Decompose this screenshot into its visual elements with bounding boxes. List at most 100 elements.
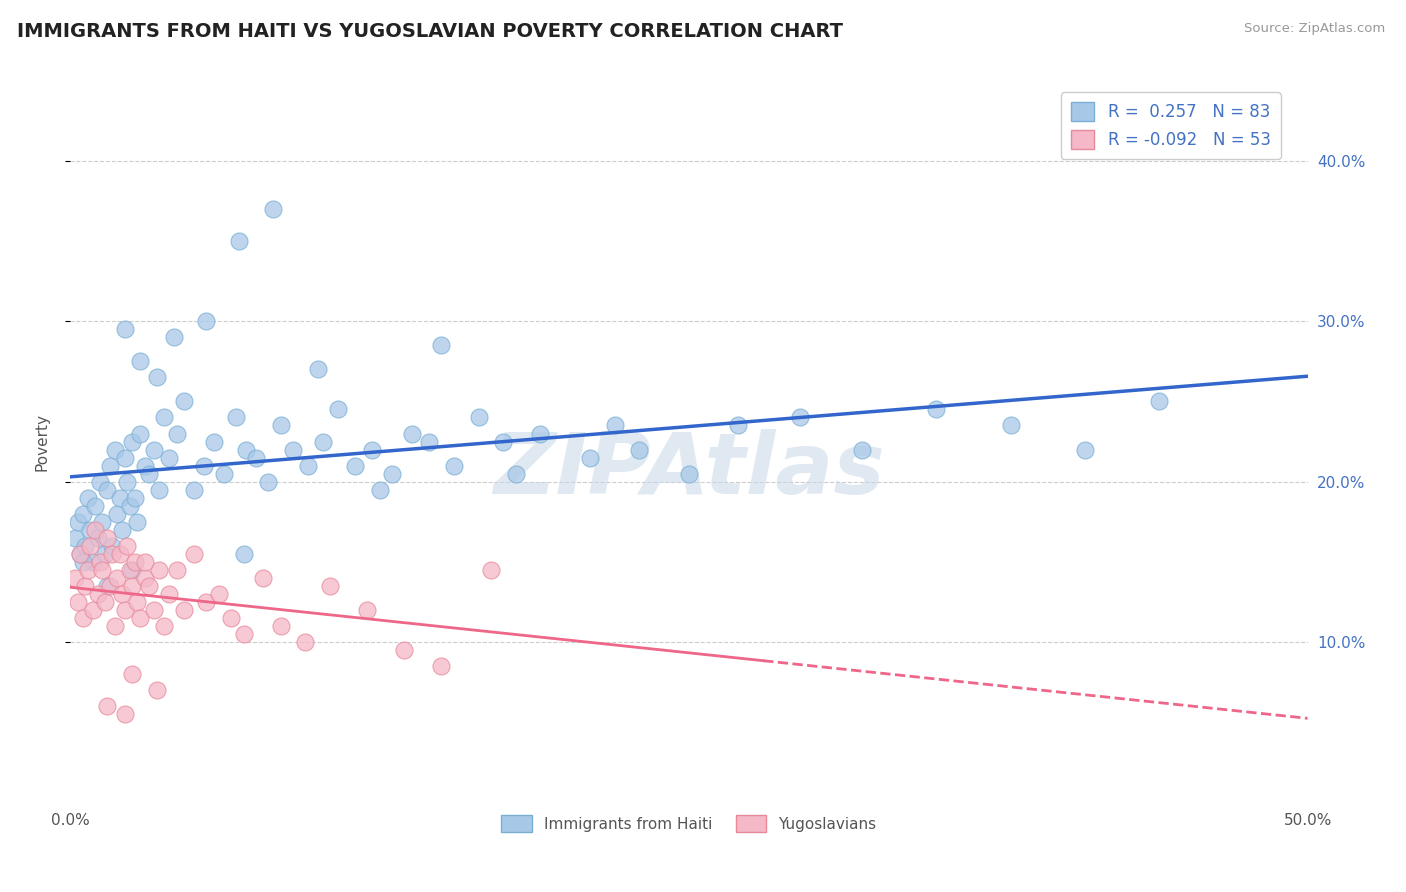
Point bbox=[492, 434, 515, 449]
Point bbox=[368, 483, 391, 497]
Point bbox=[166, 426, 188, 441]
Point bbox=[98, 458, 121, 473]
Y-axis label: Poverty: Poverty bbox=[35, 412, 49, 471]
Point bbox=[104, 442, 127, 457]
Point bbox=[108, 491, 131, 505]
Point bbox=[118, 563, 141, 577]
Point bbox=[202, 434, 225, 449]
Point bbox=[84, 523, 107, 537]
Point bbox=[143, 603, 166, 617]
Point bbox=[225, 410, 247, 425]
Point bbox=[326, 402, 349, 417]
Point bbox=[153, 410, 176, 425]
Point bbox=[294, 635, 316, 649]
Point bbox=[146, 683, 169, 698]
Point bbox=[98, 579, 121, 593]
Point bbox=[925, 402, 948, 417]
Point bbox=[319, 579, 342, 593]
Point bbox=[356, 603, 378, 617]
Point bbox=[851, 442, 873, 457]
Point bbox=[401, 426, 423, 441]
Point bbox=[76, 563, 98, 577]
Point bbox=[394, 643, 416, 657]
Point bbox=[114, 450, 136, 465]
Point bbox=[124, 555, 146, 569]
Point bbox=[104, 619, 127, 633]
Point bbox=[166, 563, 188, 577]
Point bbox=[72, 555, 94, 569]
Text: ZIPAtlas: ZIPAtlas bbox=[494, 429, 884, 512]
Point bbox=[430, 659, 453, 673]
Point bbox=[157, 587, 180, 601]
Point bbox=[143, 442, 166, 457]
Point bbox=[128, 354, 150, 368]
Point bbox=[1147, 394, 1170, 409]
Point bbox=[157, 450, 180, 465]
Point bbox=[270, 418, 292, 433]
Point bbox=[1000, 418, 1022, 433]
Point bbox=[69, 547, 91, 561]
Point bbox=[134, 571, 156, 585]
Point bbox=[94, 595, 117, 609]
Point bbox=[128, 611, 150, 625]
Point bbox=[789, 410, 811, 425]
Point bbox=[235, 442, 257, 457]
Point bbox=[270, 619, 292, 633]
Point bbox=[138, 467, 160, 481]
Point bbox=[101, 547, 124, 561]
Point bbox=[96, 531, 118, 545]
Point bbox=[72, 507, 94, 521]
Point bbox=[219, 611, 242, 625]
Point bbox=[105, 571, 128, 585]
Point bbox=[252, 571, 274, 585]
Point bbox=[101, 539, 124, 553]
Point bbox=[96, 699, 118, 714]
Point bbox=[127, 595, 149, 609]
Point bbox=[79, 523, 101, 537]
Point bbox=[69, 547, 91, 561]
Point bbox=[82, 603, 104, 617]
Point bbox=[121, 579, 143, 593]
Point bbox=[193, 458, 215, 473]
Point bbox=[66, 515, 89, 529]
Point bbox=[111, 523, 134, 537]
Point bbox=[65, 571, 87, 585]
Point bbox=[111, 587, 134, 601]
Point bbox=[343, 458, 366, 473]
Point bbox=[91, 515, 114, 529]
Point bbox=[245, 450, 267, 465]
Point bbox=[262, 202, 284, 216]
Point bbox=[603, 418, 626, 433]
Point bbox=[153, 619, 176, 633]
Point bbox=[134, 458, 156, 473]
Point bbox=[66, 595, 89, 609]
Point bbox=[281, 442, 304, 457]
Text: IMMIGRANTS FROM HAITI VS YUGOSLAVIAN POVERTY CORRELATION CHART: IMMIGRANTS FROM HAITI VS YUGOSLAVIAN POV… bbox=[17, 22, 842, 41]
Legend: Immigrants from Haiti, Yugoslavians: Immigrants from Haiti, Yugoslavians bbox=[495, 809, 883, 838]
Point bbox=[307, 362, 329, 376]
Point bbox=[678, 467, 700, 481]
Point bbox=[212, 467, 235, 481]
Point bbox=[79, 539, 101, 553]
Point bbox=[121, 667, 143, 681]
Text: Source: ZipAtlas.com: Source: ZipAtlas.com bbox=[1244, 22, 1385, 36]
Point bbox=[121, 563, 143, 577]
Point bbox=[228, 234, 250, 248]
Point bbox=[232, 547, 254, 561]
Point bbox=[96, 483, 118, 497]
Point bbox=[134, 555, 156, 569]
Point bbox=[114, 322, 136, 336]
Point bbox=[75, 539, 97, 553]
Point bbox=[114, 603, 136, 617]
Point bbox=[94, 547, 117, 561]
Point bbox=[173, 603, 195, 617]
Point bbox=[628, 442, 651, 457]
Point bbox=[208, 587, 231, 601]
Point bbox=[443, 458, 465, 473]
Point bbox=[75, 579, 97, 593]
Point bbox=[76, 491, 98, 505]
Point bbox=[114, 707, 136, 722]
Point bbox=[163, 330, 186, 344]
Point bbox=[121, 434, 143, 449]
Point bbox=[418, 434, 440, 449]
